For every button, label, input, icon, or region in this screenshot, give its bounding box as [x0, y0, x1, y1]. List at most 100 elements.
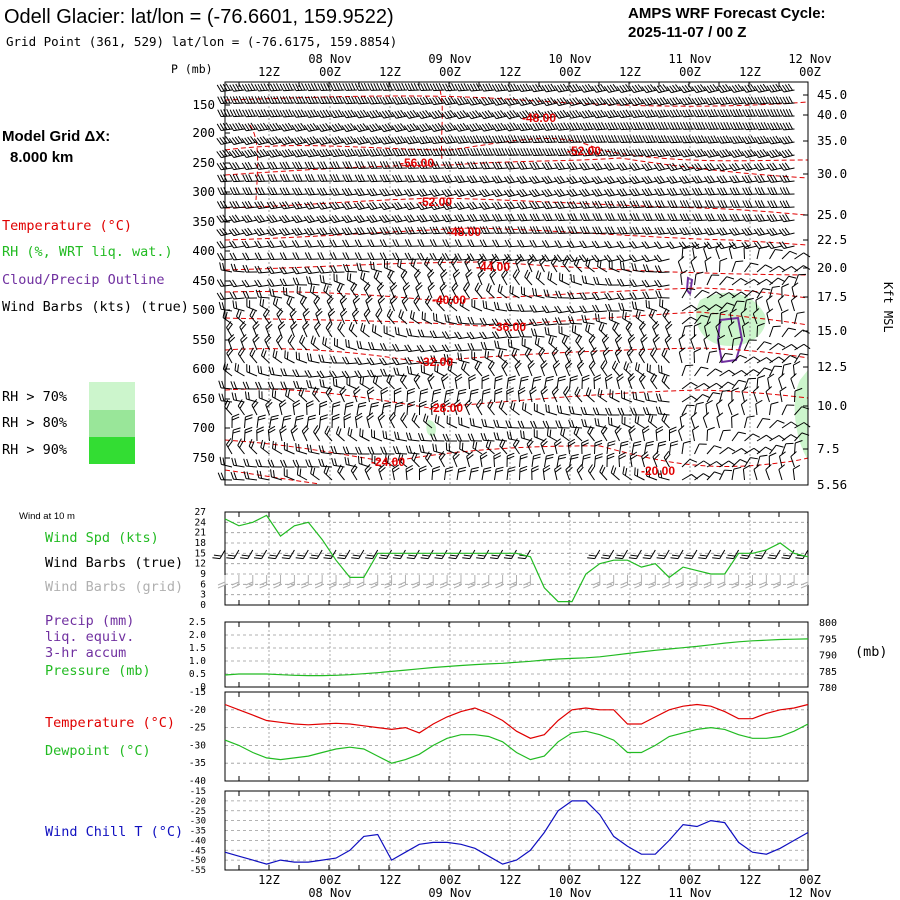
- wind-barb: [769, 401, 779, 416]
- wind-barb: [367, 239, 383, 248]
- wind-barb-true: [628, 549, 642, 560]
- pressure-tick-label: 200: [192, 125, 215, 140]
- wind-barb: [587, 464, 595, 481]
- wind-barb: [580, 406, 595, 416]
- wind-barb: [678, 162, 695, 172]
- wind-barb: [769, 365, 783, 377]
- wind-barb: [678, 347, 686, 364]
- wind-barb: [679, 412, 687, 429]
- wind-barb: [341, 214, 358, 224]
- wind-barb: [306, 276, 320, 286]
- wind-barb: [566, 83, 583, 93]
- wind-barb: [642, 200, 658, 209]
- wind-barb: [354, 226, 370, 236]
- wind-barb: [475, 399, 483, 416]
- wind-barb: [609, 389, 620, 403]
- wind-barb: [779, 96, 795, 105]
- wind-barb: [447, 362, 458, 377]
- wind-barb: [794, 440, 803, 455]
- wind-barb: [681, 316, 698, 325]
- wind-barb-grid: [328, 575, 337, 589]
- bottom-date-label: 12 Nov: [788, 886, 831, 900]
- temp-label: -36.00: [492, 320, 526, 334]
- wind-barb: [353, 201, 370, 211]
- wind-barb: [731, 354, 748, 364]
- wind-barb: [766, 96, 783, 105]
- wind-barb: [554, 122, 570, 131]
- wind-barb: [529, 239, 545, 248]
- wind-barb: [769, 249, 783, 260]
- wind-barb: [516, 110, 533, 120]
- ua-hour-label: 00Z: [679, 65, 701, 79]
- wind-barb: [228, 136, 245, 146]
- wind-barb: [226, 347, 234, 364]
- wind-barb: [792, 464, 801, 481]
- wind-barb-grid: [800, 575, 809, 589]
- wind-barb: [542, 464, 551, 481]
- wind-barb: [731, 336, 741, 351]
- wind-barb: [303, 136, 320, 146]
- wind-barb: [655, 290, 670, 299]
- wind-barb: [629, 148, 645, 157]
- wind-barb: [740, 399, 748, 416]
- wind-barb: [719, 257, 728, 273]
- pressure-tick-label: 650: [192, 391, 215, 406]
- wind-barb: [367, 96, 383, 105]
- wind-barb: [306, 444, 320, 455]
- wind-barb: [611, 360, 620, 377]
- y-tick-label: 9: [200, 569, 206, 580]
- wind-barb: [562, 256, 570, 273]
- height-tick-label: 20.0: [817, 260, 847, 275]
- wind-barb-true: [448, 549, 462, 560]
- wind-barb: [541, 122, 558, 131]
- wind-barb: [641, 188, 658, 197]
- dewpoint-label: Dewpoint (°C): [45, 743, 151, 759]
- wind-barb: [541, 201, 558, 210]
- wind-barb: [681, 245, 691, 260]
- wind-barb-grid: [370, 575, 379, 589]
- wind-barb: [504, 201, 520, 210]
- wind-barb: [229, 240, 245, 249]
- wind-barb: [719, 276, 735, 286]
- wind-barb: [669, 440, 679, 455]
- wind-barb-grid: [439, 575, 448, 589]
- wind-barb: [566, 305, 583, 314]
- wind-barb: [635, 309, 645, 325]
- wind-barb: [617, 407, 633, 416]
- wind-barb: [304, 161, 320, 170]
- wind-barb: [664, 334, 672, 351]
- wind-barb: [415, 282, 423, 299]
- wind-barb-true: [420, 549, 434, 560]
- wind-barb: [618, 302, 633, 312]
- ua-hour-label: 12Z: [619, 65, 641, 79]
- wind-barb: [729, 109, 745, 118]
- wind-barb: [356, 262, 370, 273]
- wind-barb: [679, 109, 695, 118]
- wind-barb: [499, 438, 508, 455]
- wind-barb: [402, 282, 411, 299]
- wind-barb: [717, 121, 733, 130]
- wind-barb: [454, 331, 470, 340]
- wind-barb: [219, 456, 233, 468]
- wind-barb: [317, 174, 333, 182]
- wind-barb: [269, 414, 279, 429]
- wind-barb: [540, 386, 548, 403]
- wind-barb: [691, 84, 708, 94]
- wind-barb: [767, 122, 783, 131]
- wind-barb: [330, 355, 345, 364]
- wind-barb: [354, 412, 363, 429]
- legend-rh90: RH > 90%: [2, 442, 67, 458]
- wind-barb: [323, 283, 333, 299]
- wind-barb: [524, 347, 533, 364]
- wind-barb: [541, 317, 558, 326]
- wind-barb-grid: [745, 575, 753, 589]
- wind-barb-grid: [384, 575, 393, 589]
- wind-barb: [554, 134, 570, 143]
- wind-barb: [326, 295, 334, 312]
- wind-barb: [766, 241, 783, 250]
- wind-barb: [679, 200, 695, 208]
- wind-barb-true: [378, 549, 393, 560]
- wind-barb: [319, 400, 328, 416]
- wind-barb: [441, 201, 458, 211]
- wind-barb: [331, 413, 340, 429]
